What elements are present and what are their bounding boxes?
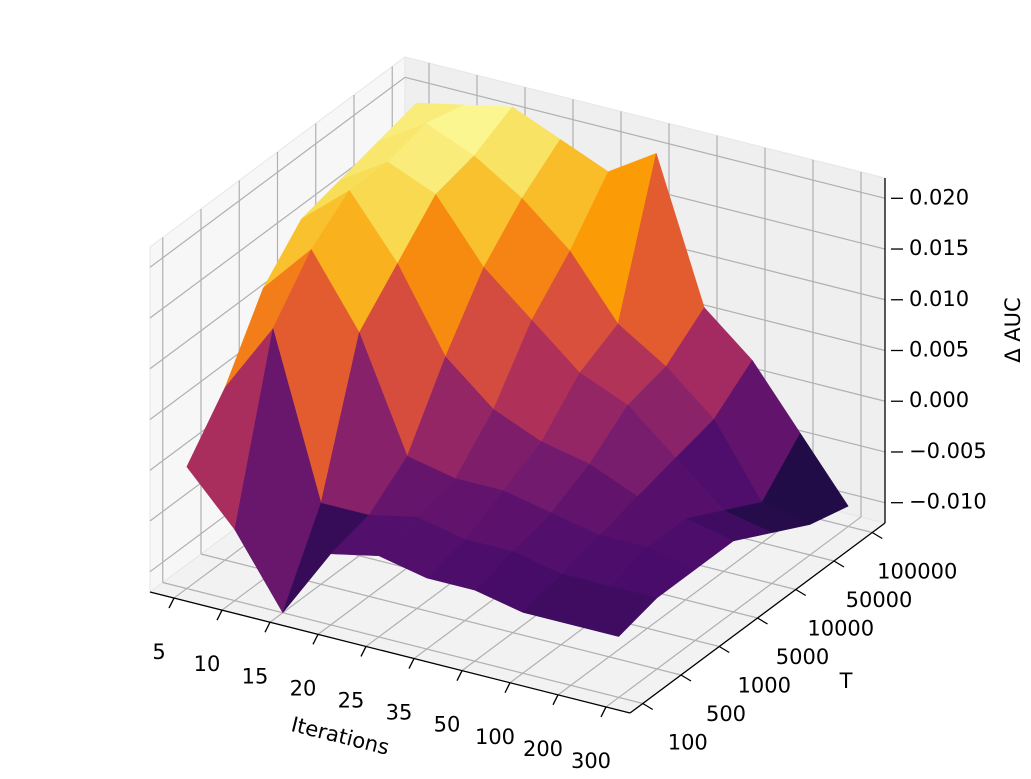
- z-tick-label: 0.005: [909, 338, 969, 362]
- x-tick-label: 20: [290, 676, 317, 700]
- x-tick-label: 15: [242, 664, 269, 688]
- grid-line: [149, 76, 406, 268]
- x-tick-label: 300: [571, 749, 611, 773]
- x-axis: [149, 591, 631, 714]
- grid-line: [162, 581, 643, 705]
- x-tick: [456, 670, 463, 681]
- y-tick-label: 500: [706, 702, 746, 726]
- z-tick-label: 0.000: [909, 388, 969, 412]
- z-axis-label: Δ AUC: [1001, 297, 1025, 362]
- y-tick-label: 50000: [846, 588, 913, 612]
- y-tick: [757, 617, 768, 625]
- y-tick-label: 100000: [877, 560, 957, 584]
- x-tick-label: 200: [523, 737, 563, 761]
- x-tick-label: 35: [386, 701, 413, 725]
- x-tick-label: 100: [475, 725, 515, 749]
- z-tick-label: −0.010: [909, 490, 987, 514]
- x-tick-label: 10: [194, 652, 221, 676]
- x-tick: [600, 706, 607, 718]
- x-tick: [264, 621, 271, 633]
- y-tick: [833, 560, 845, 568]
- y-tick-label: 10000: [807, 617, 874, 641]
- x-tick: [504, 682, 511, 694]
- x-tick: [408, 658, 415, 669]
- y-tick: [680, 674, 692, 682]
- x-tick: [216, 609, 223, 621]
- y-tick-label: 5000: [776, 645, 829, 669]
- y-tick-label: 100: [668, 731, 708, 755]
- x-tick-label: 5: [152, 640, 165, 664]
- x-tick: [360, 646, 367, 657]
- z-tick-label: −0.005: [909, 439, 987, 463]
- y-axis-label: T: [839, 669, 853, 693]
- z-tick-label: 0.015: [909, 236, 969, 260]
- x-tick-label: 25: [338, 688, 365, 712]
- z-tick-label: 0.010: [909, 287, 969, 311]
- z-tick-label: 0.020: [909, 185, 969, 209]
- y-tick: [642, 702, 654, 711]
- surface-patch: [570, 585, 658, 637]
- x-axis-label: Iterations: [289, 712, 392, 759]
- x-tick: [312, 634, 319, 645]
- x-tick: [552, 694, 559, 706]
- y-tick-label: 1000: [738, 674, 791, 698]
- grid-line: [404, 76, 886, 199]
- y-tick: [871, 531, 883, 540]
- x-tick-label: 50: [434, 713, 461, 737]
- x-tick: [168, 597, 175, 609]
- y-tick: [718, 645, 730, 654]
- y-tick: [795, 588, 807, 597]
